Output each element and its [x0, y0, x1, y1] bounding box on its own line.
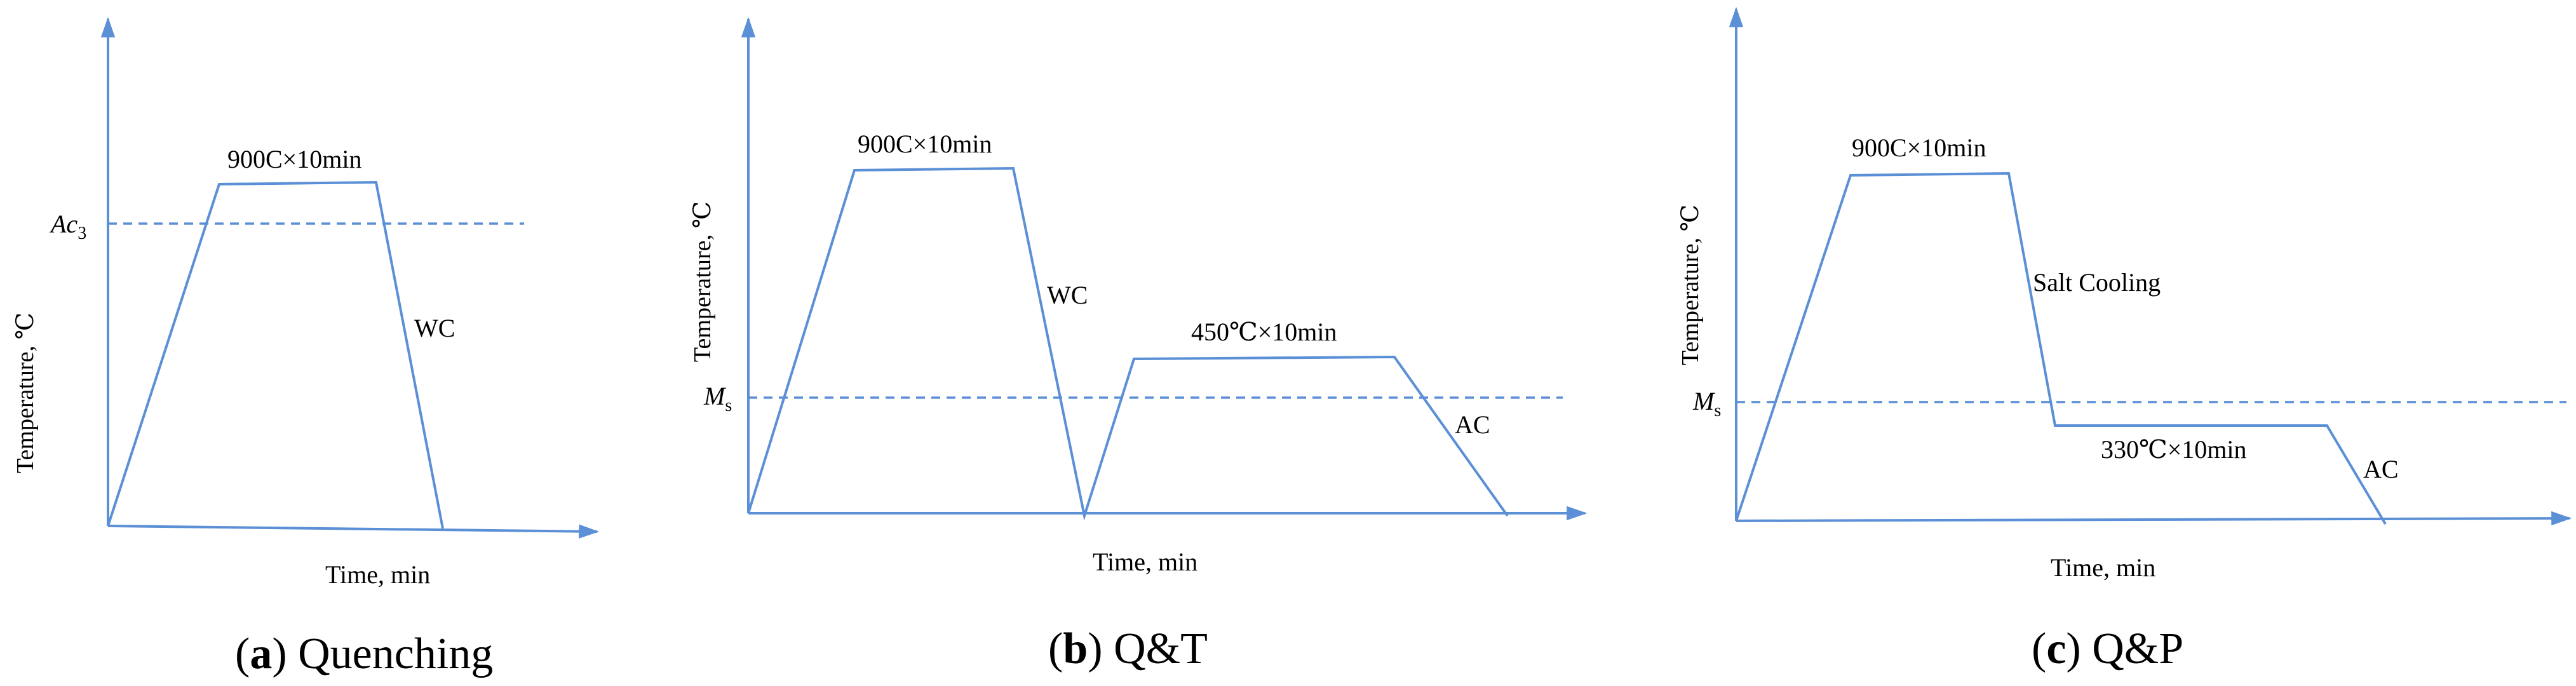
panel-b-caption: (b) Q&T [1048, 624, 1208, 673]
panel-b-ms-label: Ms [703, 382, 732, 415]
panel-c-caption: (c) Q&P [2032, 624, 2183, 673]
panel-c-austenitize-label: 900C×10min [1852, 133, 1986, 162]
panel-c-ac-label: AC [2363, 455, 2399, 483]
panel-a-wc-label: WC [414, 314, 455, 342]
panel-a-quenching: 900C×10min WC Time, min Temperature, ℃ A… [12, 17, 600, 678]
panel-c-y-label: Temperature, ℃ [1677, 205, 1704, 365]
panel-c-partition-label: 330℃×10min [2101, 435, 2247, 464]
panel-b-x-label: Time, min [1093, 548, 1197, 576]
panel-c-ms-label: Ms [1692, 387, 1721, 420]
panel-a-x-axis [107, 524, 600, 539]
panel-b-ac-label: AC [1455, 410, 1490, 439]
panel-a-austenitize-label: 900C×10min [227, 145, 361, 173]
panel-b-q-and-t: 900C×10min WC 450℃×10min AC Time, min Te… [689, 17, 1588, 673]
panel-c-x-label: Time, min [2051, 553, 2155, 582]
panel-a-process-curve [107, 180, 444, 529]
panel-b-temper-label: 450℃×10min [1191, 318, 1337, 346]
panel-b-process-curve [747, 166, 1509, 521]
panel-c-process-curve [1735, 172, 2387, 525]
panel-b-y-label: Temperature, ℃ [689, 201, 716, 362]
panel-a-ac3-label: Ac3 [49, 210, 86, 243]
panel-a-x-label: Time, min [325, 560, 430, 589]
panel-a-y-label: Temperature, ℃ [12, 313, 39, 473]
panel-c-salt-cooling-label: Salt Cooling [2033, 268, 2161, 297]
panel-a-caption: (a) Quenching [235, 629, 493, 678]
panel-b-austenitize-label: 900C×10min [858, 130, 992, 158]
panel-c-x-axis [1736, 511, 2572, 526]
panel-b-wc-label: WC [1047, 281, 1088, 309]
panel-c-q-and-p: 900C×10min Salt Cooling 330℃×10min AC Ti… [1677, 6, 2572, 673]
